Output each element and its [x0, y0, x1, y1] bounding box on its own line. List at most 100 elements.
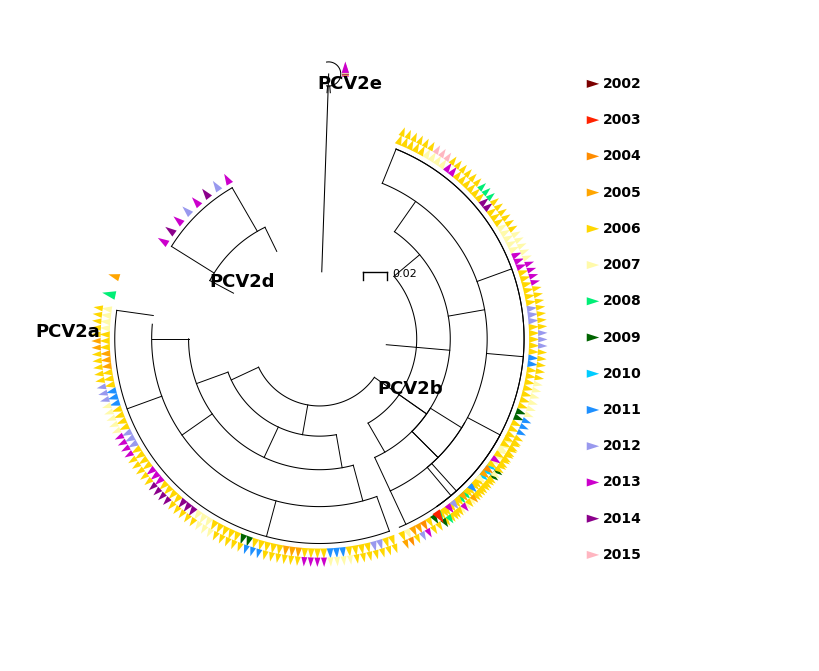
Polygon shape: [495, 446, 506, 454]
Polygon shape: [391, 544, 397, 553]
Polygon shape: [92, 318, 102, 324]
Polygon shape: [179, 509, 187, 518]
Text: 2005: 2005: [602, 186, 640, 199]
Polygon shape: [473, 489, 482, 498]
Polygon shape: [101, 362, 111, 369]
Polygon shape: [376, 539, 382, 550]
Polygon shape: [415, 136, 423, 145]
Polygon shape: [93, 312, 102, 318]
Polygon shape: [536, 317, 546, 323]
Polygon shape: [360, 553, 365, 562]
Polygon shape: [102, 291, 116, 300]
Text: 2010: 2010: [602, 367, 640, 380]
Polygon shape: [102, 403, 111, 408]
Polygon shape: [442, 517, 450, 526]
Polygon shape: [111, 405, 123, 412]
Polygon shape: [345, 546, 351, 557]
Polygon shape: [437, 509, 445, 519]
Polygon shape: [118, 439, 127, 446]
Polygon shape: [516, 429, 526, 435]
Text: PCV2e: PCV2e: [317, 75, 382, 93]
Polygon shape: [288, 556, 294, 565]
Polygon shape: [174, 216, 184, 227]
Polygon shape: [528, 348, 538, 355]
Polygon shape: [109, 421, 119, 427]
Polygon shape: [500, 214, 510, 222]
Polygon shape: [320, 548, 327, 559]
Polygon shape: [535, 305, 545, 311]
Polygon shape: [91, 331, 101, 338]
Polygon shape: [93, 305, 103, 311]
Polygon shape: [327, 557, 333, 567]
Polygon shape: [527, 354, 538, 361]
Polygon shape: [104, 409, 114, 415]
Polygon shape: [504, 220, 514, 227]
Polygon shape: [366, 551, 372, 561]
Polygon shape: [135, 450, 145, 459]
Polygon shape: [586, 442, 599, 450]
Polygon shape: [289, 546, 296, 557]
Polygon shape: [522, 384, 533, 391]
Polygon shape: [182, 207, 193, 217]
Polygon shape: [240, 533, 247, 544]
Polygon shape: [474, 193, 484, 203]
Polygon shape: [411, 143, 419, 154]
Polygon shape: [586, 189, 599, 197]
Polygon shape: [469, 494, 477, 503]
Polygon shape: [528, 330, 539, 337]
Polygon shape: [477, 183, 486, 192]
Polygon shape: [342, 62, 349, 74]
Polygon shape: [124, 434, 135, 442]
Polygon shape: [340, 556, 346, 566]
Polygon shape: [528, 342, 539, 349]
Polygon shape: [110, 399, 120, 406]
Polygon shape: [519, 276, 530, 282]
Polygon shape: [528, 324, 539, 331]
Polygon shape: [586, 297, 599, 305]
Polygon shape: [537, 330, 547, 336]
Polygon shape: [432, 156, 441, 166]
Polygon shape: [526, 268, 536, 274]
Polygon shape: [523, 294, 535, 301]
Polygon shape: [163, 496, 171, 505]
Polygon shape: [116, 417, 127, 424]
Polygon shape: [467, 482, 477, 493]
Polygon shape: [265, 541, 271, 552]
Polygon shape: [353, 554, 359, 564]
Polygon shape: [410, 133, 417, 142]
Polygon shape: [147, 466, 156, 475]
Polygon shape: [586, 478, 599, 486]
Polygon shape: [472, 178, 481, 187]
Polygon shape: [523, 411, 533, 417]
Polygon shape: [485, 193, 494, 201]
Polygon shape: [467, 496, 475, 505]
Polygon shape: [99, 331, 110, 338]
Polygon shape: [504, 452, 513, 459]
Polygon shape: [136, 466, 145, 474]
Polygon shape: [475, 474, 485, 483]
Polygon shape: [441, 505, 450, 515]
Polygon shape: [477, 484, 486, 493]
Polygon shape: [463, 169, 472, 178]
Polygon shape: [518, 249, 528, 256]
Polygon shape: [342, 65, 349, 76]
Polygon shape: [586, 406, 599, 414]
Polygon shape: [195, 521, 202, 530]
Polygon shape: [463, 487, 472, 497]
Polygon shape: [530, 280, 540, 286]
Polygon shape: [468, 174, 476, 183]
Polygon shape: [489, 456, 499, 465]
Polygon shape: [505, 450, 514, 457]
Polygon shape: [387, 535, 394, 546]
Polygon shape: [465, 184, 475, 194]
Polygon shape: [111, 427, 121, 433]
Polygon shape: [427, 142, 434, 152]
Polygon shape: [92, 325, 101, 331]
Polygon shape: [479, 469, 489, 478]
Polygon shape: [537, 336, 547, 342]
Polygon shape: [531, 386, 541, 393]
Polygon shape: [586, 225, 599, 233]
Polygon shape: [224, 537, 231, 546]
Text: PCV2a: PCV2a: [35, 323, 100, 341]
Text: 2003: 2003: [602, 113, 640, 127]
